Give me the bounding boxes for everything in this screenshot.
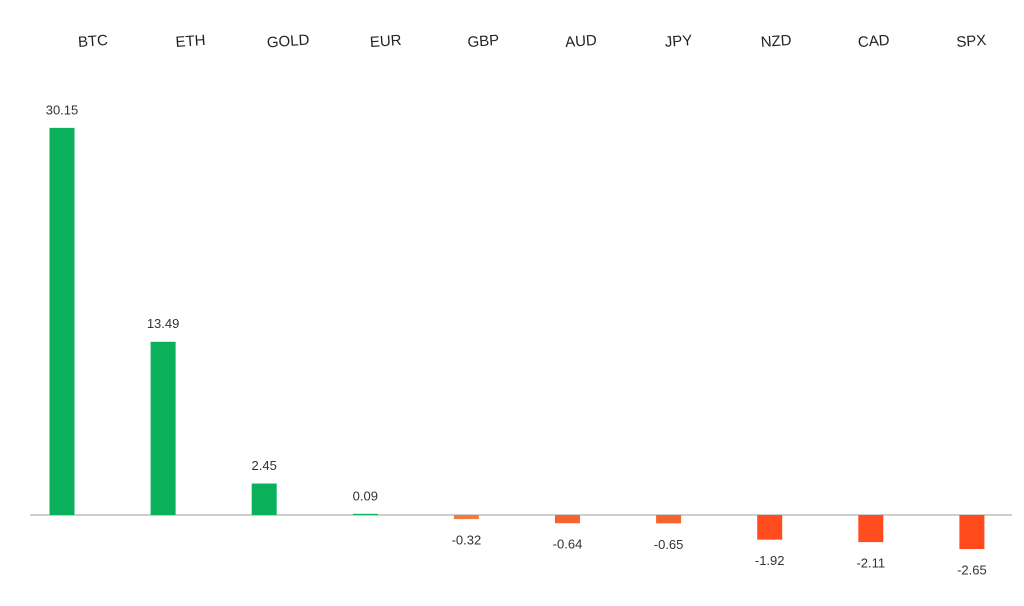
bar bbox=[858, 515, 884, 543]
category-label: EUR bbox=[369, 32, 402, 51]
bar bbox=[555, 515, 580, 524]
value-label: -2.11 bbox=[856, 556, 885, 571]
category-label: AUD bbox=[565, 32, 598, 51]
value-label: 30.15 bbox=[46, 102, 79, 117]
category-label: JPY bbox=[664, 32, 693, 51]
bar bbox=[453, 515, 479, 520]
value-label: 0.09 bbox=[353, 488, 378, 503]
value-label: -0.64 bbox=[553, 537, 583, 552]
value-label: -0.65 bbox=[654, 537, 684, 552]
category-label: NZD bbox=[760, 32, 792, 51]
bar bbox=[150, 341, 176, 515]
value-label: -1.92 bbox=[755, 553, 785, 568]
bar bbox=[49, 127, 75, 516]
value-label: 2.45 bbox=[252, 458, 277, 473]
category-label: SPX bbox=[956, 32, 987, 51]
bar bbox=[959, 515, 985, 550]
bar bbox=[352, 513, 378, 515]
value-label: 13.49 bbox=[147, 316, 180, 331]
category-label: GOLD bbox=[266, 31, 310, 51]
category-label: BTC bbox=[77, 32, 108, 51]
value-label: -2.65 bbox=[957, 562, 987, 577]
category-label: GBP bbox=[467, 32, 500, 51]
bar bbox=[251, 483, 277, 515]
category-label: ETH bbox=[175, 32, 206, 51]
category-label: CAD bbox=[857, 32, 890, 51]
bar bbox=[656, 515, 682, 524]
bar bbox=[757, 515, 783, 540]
value-label: -0.32 bbox=[452, 533, 482, 548]
